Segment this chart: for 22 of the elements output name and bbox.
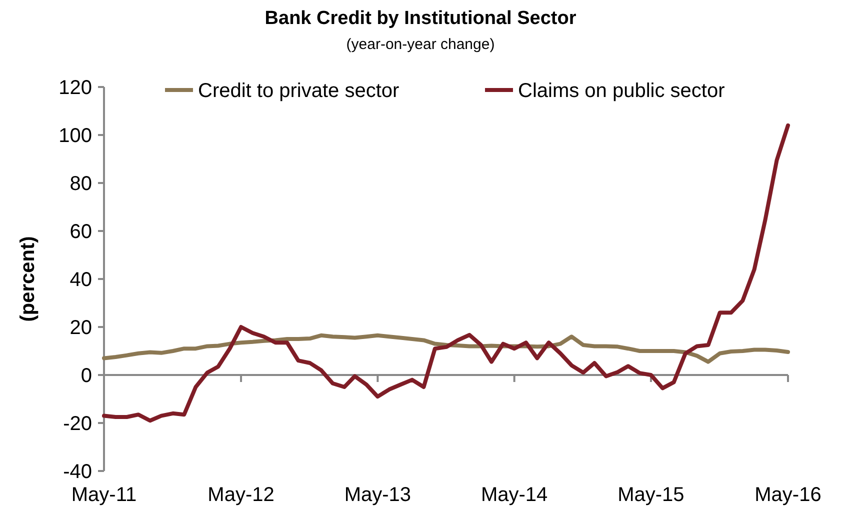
- chart-subtitle: (year-on-year change): [346, 36, 495, 53]
- x-tick-label: May-14: [480, 484, 548, 506]
- y-tick-label: 20: [70, 317, 92, 339]
- y-tick-label: 120: [58, 77, 92, 99]
- x-tick-label: May-16: [754, 484, 822, 506]
- line-series: [102, 333, 790, 364]
- y-tick-label: 100: [58, 125, 92, 147]
- x-tick-label: May-12: [208, 484, 274, 506]
- y-tick-label: 0: [80, 365, 92, 387]
- x-tick-label: May-13: [344, 484, 412, 506]
- chart-title: Bank Credit by Institutional Sector: [264, 8, 577, 29]
- y-tick-label: 40: [70, 269, 92, 291]
- legend-label: Credit to private sector: [198, 80, 400, 102]
- y-axis-title: (percent): [17, 236, 39, 322]
- y-tick-label: -40: [63, 461, 92, 483]
- y-tick-label: 60: [70, 221, 92, 243]
- line-series: [102, 123, 790, 423]
- y-tick-label: -20: [63, 413, 92, 435]
- x-tick-label: May-11: [71, 484, 137, 506]
- y-tick-label: 80: [70, 173, 92, 195]
- legend-label: Claims on public sector: [518, 80, 726, 102]
- x-tick-label: May-15: [618, 484, 684, 506]
